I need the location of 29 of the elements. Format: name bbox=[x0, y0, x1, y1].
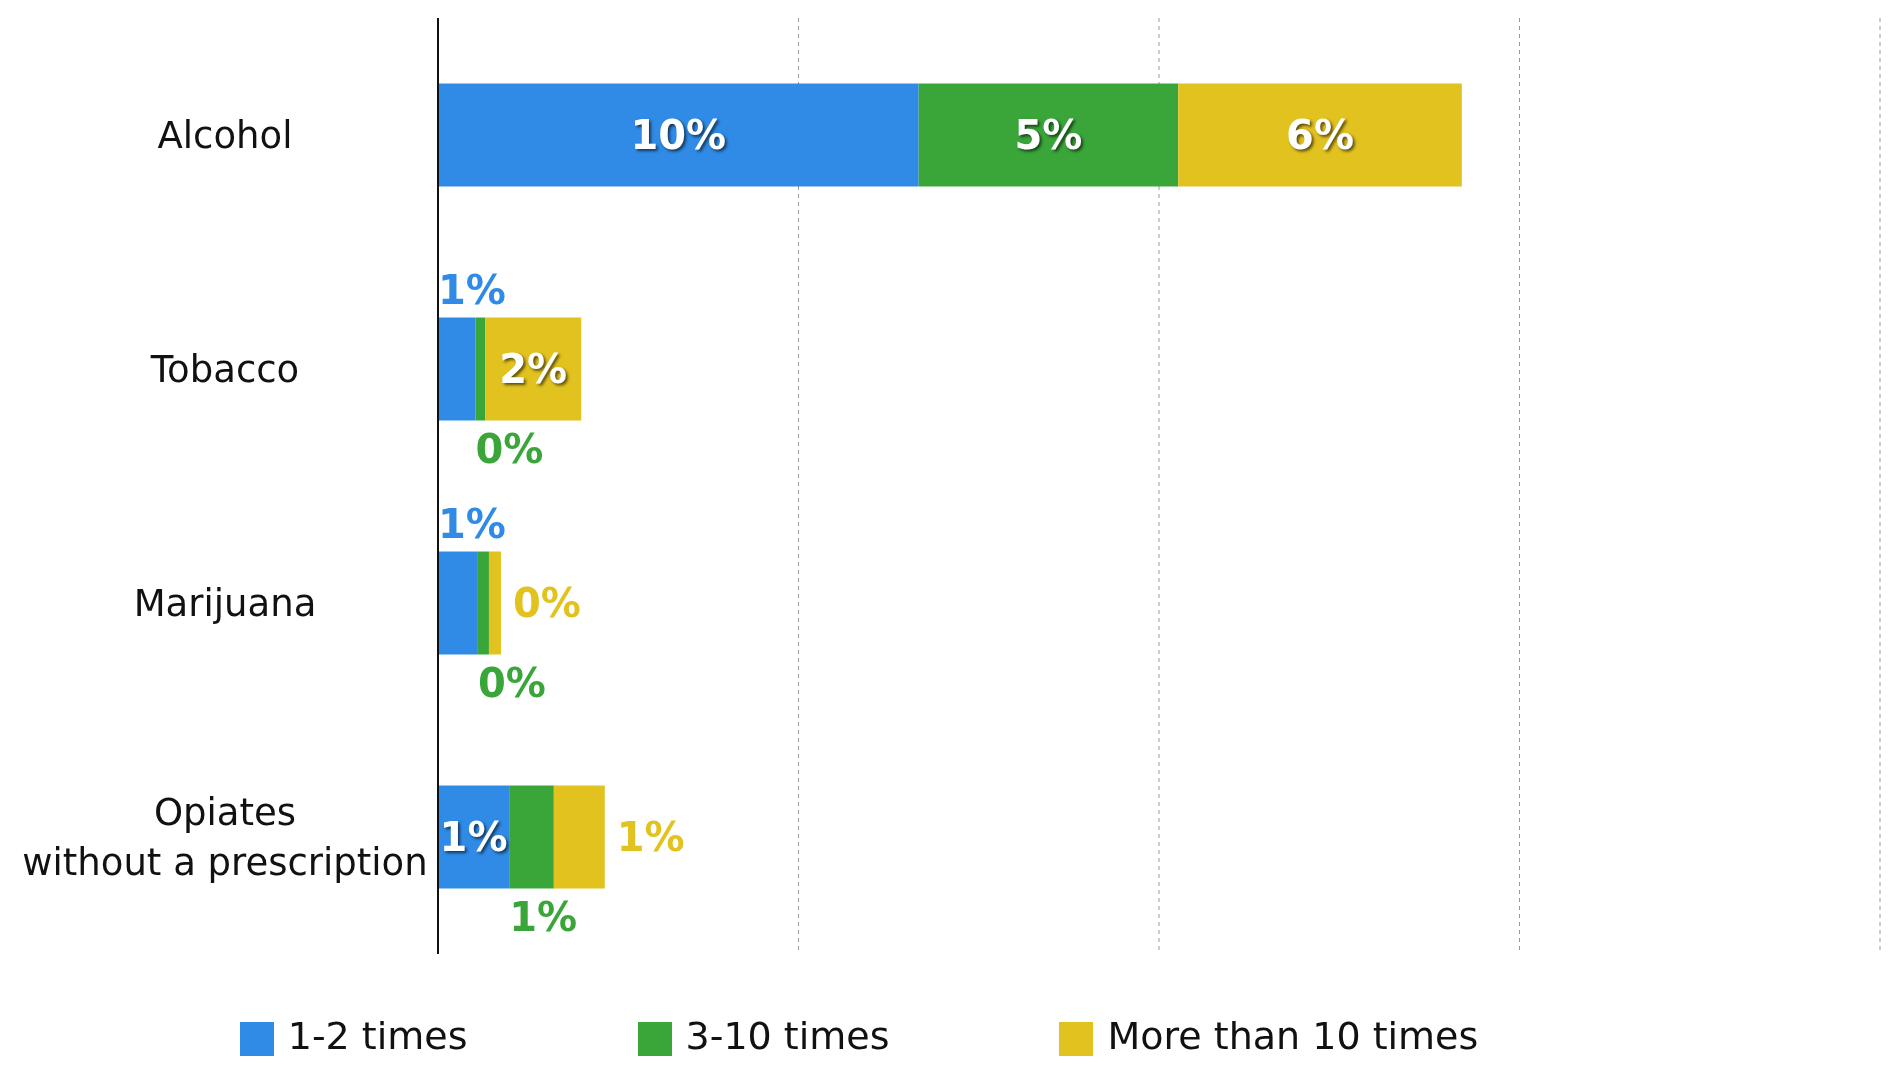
legend-label: 1-2 times bbox=[287, 1014, 468, 1058]
data-label: 10% bbox=[630, 112, 727, 159]
data-label: 1% bbox=[438, 266, 506, 313]
legend-label: More than 10 times bbox=[1107, 1014, 1479, 1058]
data-label: 2% bbox=[499, 346, 568, 393]
bar bbox=[488, 551, 501, 655]
y-tick-label: Tobacco bbox=[149, 347, 300, 391]
bar bbox=[438, 83, 919, 187]
data-label: 0% bbox=[475, 425, 544, 472]
bar bbox=[477, 551, 489, 655]
y-tick-label: Alcohol bbox=[157, 113, 293, 157]
data-label: 0% bbox=[477, 659, 546, 706]
bar bbox=[918, 83, 1179, 187]
data-label: 6% bbox=[1286, 112, 1354, 159]
bar bbox=[438, 551, 478, 655]
data-label: 0% bbox=[512, 580, 581, 627]
data-label: 1% bbox=[509, 893, 578, 940]
legend-label: 3-10 times bbox=[685, 1014, 890, 1058]
data-label: 5% bbox=[1014, 112, 1083, 159]
bar bbox=[553, 785, 605, 889]
bar bbox=[438, 317, 476, 421]
bar bbox=[1178, 83, 1462, 187]
y-tick-label: Opiates without a prescription bbox=[22, 790, 428, 884]
data-label: 1% bbox=[616, 814, 685, 861]
y-tick-label: Marijuana bbox=[133, 581, 317, 625]
bar bbox=[509, 785, 554, 889]
data-label: 1% bbox=[439, 814, 508, 861]
data-label: 1% bbox=[438, 500, 506, 547]
bar bbox=[475, 317, 486, 421]
